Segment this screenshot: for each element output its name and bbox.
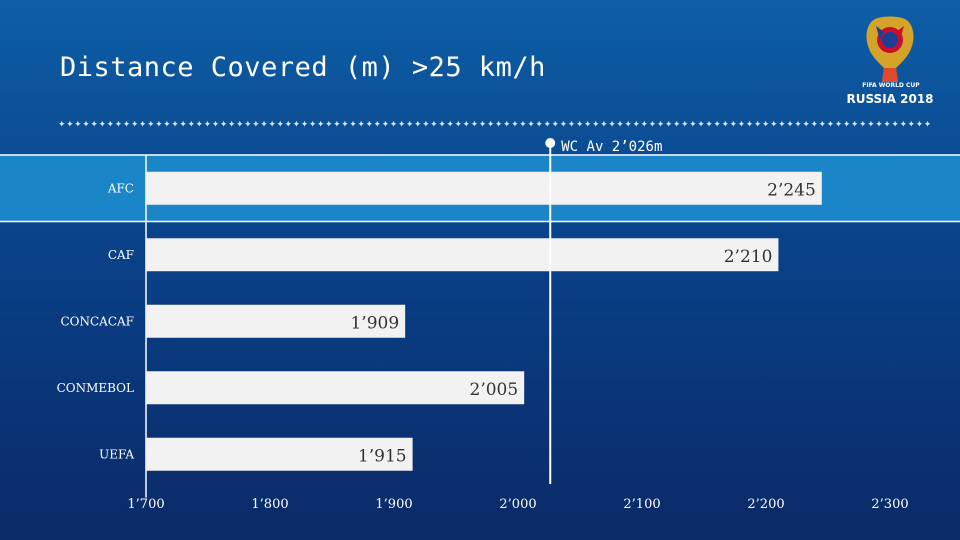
logo-line-2: RUSSIA 2018 — [846, 92, 934, 106]
world-cup-logo — [866, 16, 914, 82]
x-tick-label: 2’200 — [747, 497, 784, 512]
star-divider: ✦✦✦✦✦✦✦✦✦✦✦✦✦✦✦✦✦✦✦✦✦✦✦✦✦✦✦✦✦✦✦✦✦✦✦✦✦✦✦✦… — [58, 120, 930, 130]
category-label-conmebol: CONMEBOL — [57, 381, 134, 395]
bar-uefa — [146, 437, 413, 471]
bar-afc — [146, 171, 822, 205]
bar-conmebol — [146, 371, 525, 405]
x-tick-label: 1’900 — [375, 497, 412, 512]
logo-line-1: FIFA WORLD CUP — [862, 82, 920, 89]
bar-caf — [146, 238, 779, 272]
chart-title: Distance Covered (m) >25 km/h — [60, 52, 546, 83]
x-tick-label: 2’300 — [871, 497, 908, 512]
data-label-concacaf: 1’909 — [350, 313, 399, 333]
category-label-uefa: UEFA — [99, 447, 134, 461]
category-label-afc: AFC — [107, 181, 134, 195]
data-label-conmebol: 2’005 — [470, 380, 519, 400]
reference-line-marker — [545, 138, 556, 148]
data-label-uefa: 1’915 — [358, 446, 407, 466]
x-tick-label: 2’100 — [623, 497, 660, 512]
x-tick-label: 1’700 — [127, 497, 164, 512]
x-tick-label: 1’800 — [251, 497, 288, 512]
category-label-concacaf: CONCACAF — [60, 314, 134, 328]
category-label-caf: CAF — [108, 248, 134, 262]
x-tick-label: 2’000 — [499, 497, 536, 512]
data-label-afc: 2’245 — [767, 180, 816, 200]
data-label-caf: 2’210 — [724, 247, 773, 267]
reference-line-label: WC Av 2’026m — [561, 139, 662, 155]
bar-concacaf — [146, 304, 406, 338]
trophy-icon — [866, 16, 914, 82]
